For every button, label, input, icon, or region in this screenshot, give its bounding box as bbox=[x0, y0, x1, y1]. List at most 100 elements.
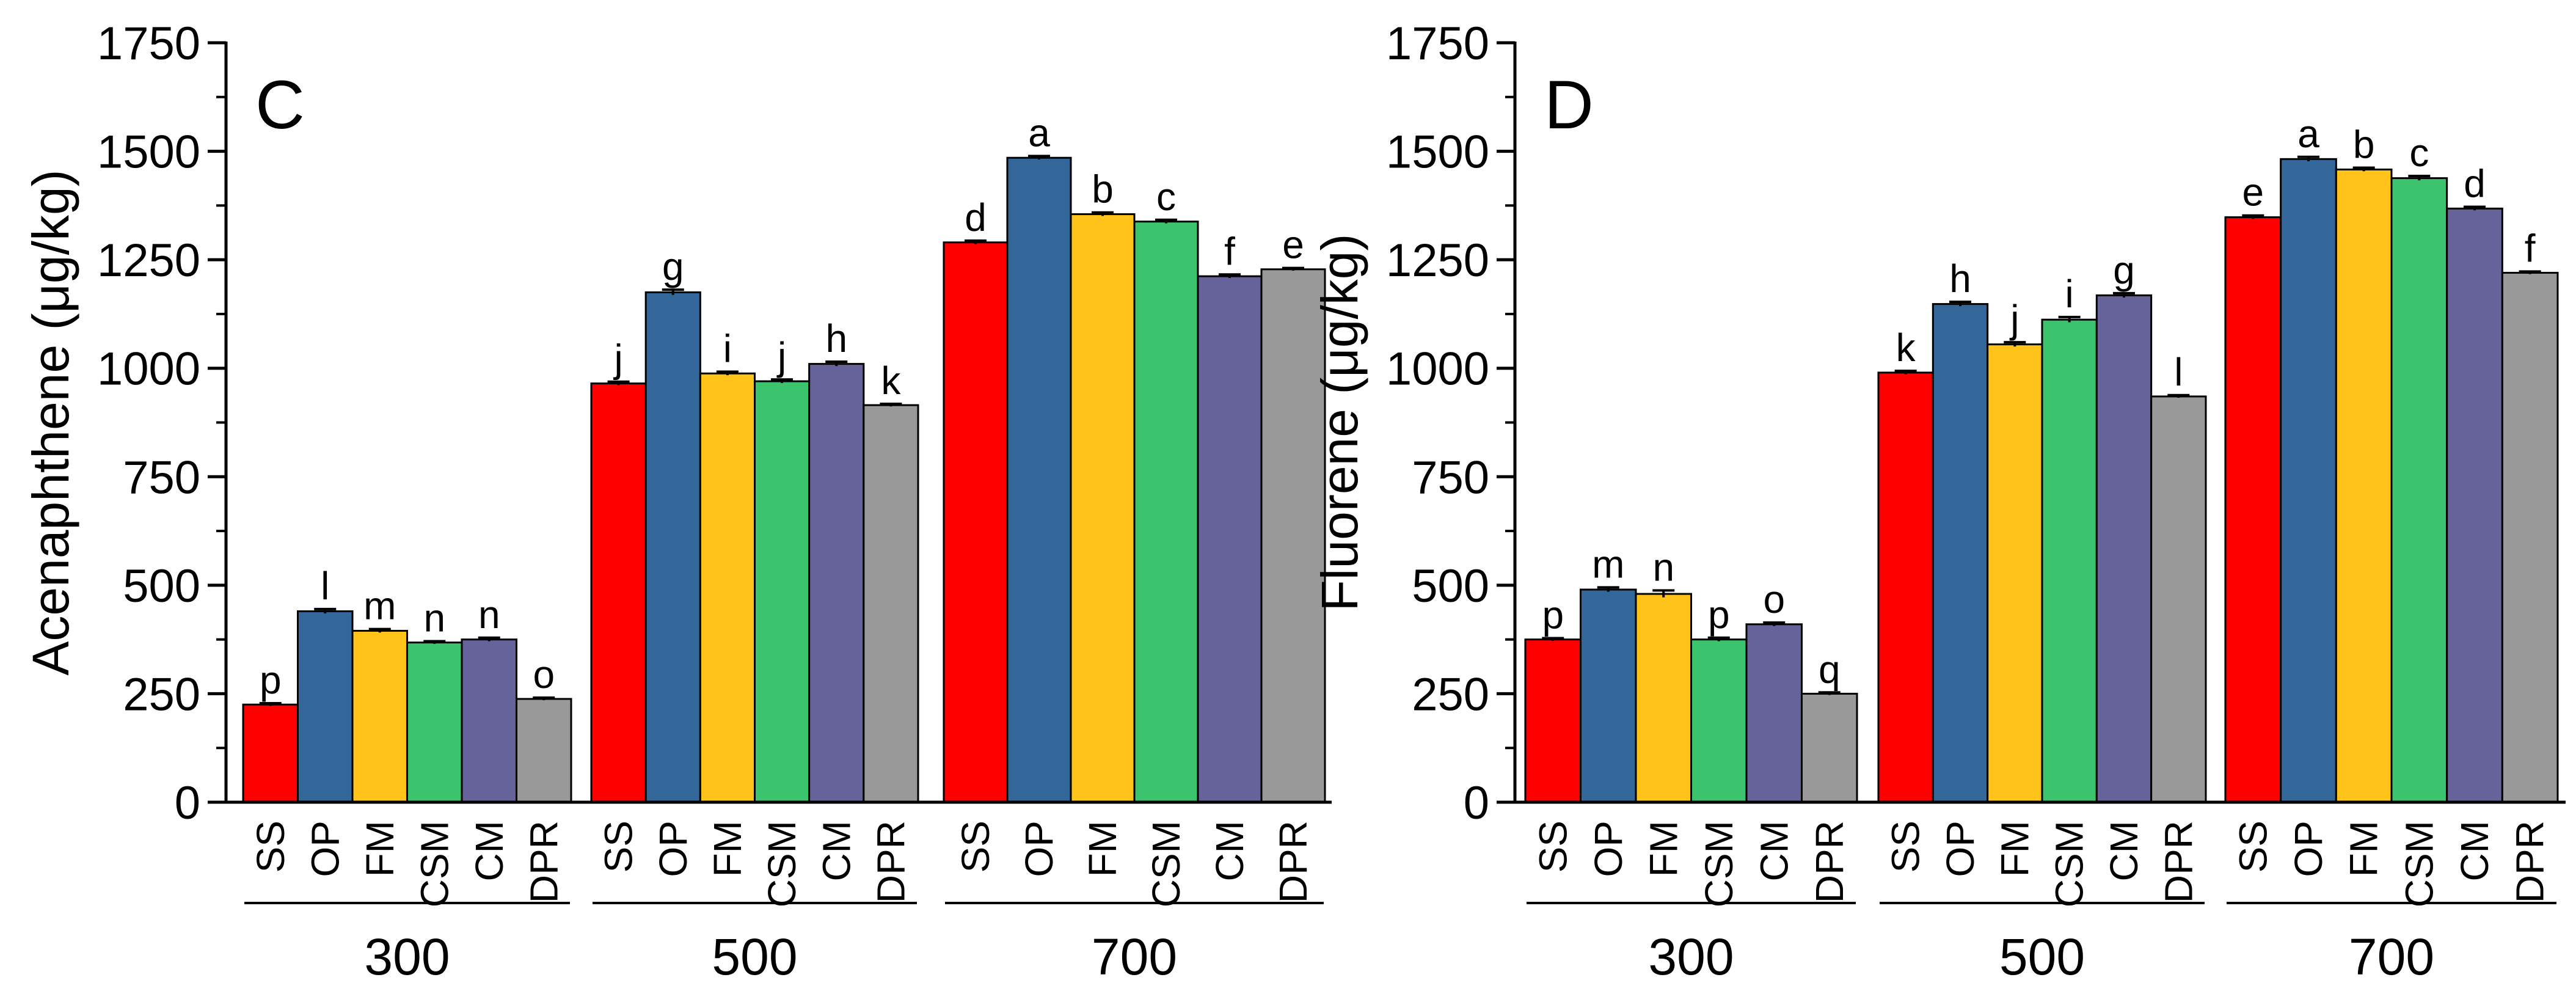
category-label: CM bbox=[2453, 821, 2497, 882]
category-label: OP bbox=[303, 821, 347, 877]
category-label: CSM bbox=[412, 821, 456, 907]
y-axis-title: Acenaphthene (μg/kg) bbox=[22, 169, 79, 675]
bar bbox=[351, 629, 408, 803]
category-label: OP bbox=[1938, 821, 1982, 877]
y-tick-label: 1500 bbox=[1386, 126, 1489, 178]
bar bbox=[461, 638, 517, 803]
category-label: DPR bbox=[2508, 821, 2552, 903]
y-tick-label: 1750 bbox=[97, 18, 200, 70]
significance-letter: c bbox=[2409, 131, 2429, 175]
bar bbox=[590, 382, 647, 803]
bar bbox=[1745, 623, 1803, 803]
significance-letter: m bbox=[363, 584, 396, 628]
group-label: 700 bbox=[2349, 928, 2434, 986]
y-tick-label: 1750 bbox=[1386, 18, 1489, 70]
y-tick-label: 250 bbox=[1412, 668, 1489, 720]
category-label: OP bbox=[2286, 821, 2330, 877]
category-label: FM bbox=[1641, 821, 1685, 877]
panel-label: C bbox=[255, 67, 305, 143]
group-label: 700 bbox=[1092, 928, 1177, 986]
significance-letter: a bbox=[1028, 111, 1050, 155]
bar bbox=[2150, 395, 2207, 803]
y-tick-label: 750 bbox=[123, 452, 200, 503]
category-label: SS bbox=[597, 821, 641, 872]
category-label: FM bbox=[1081, 821, 1125, 877]
category-label: DPR bbox=[1271, 821, 1315, 903]
bar bbox=[754, 380, 811, 803]
group-label: 500 bbox=[1999, 928, 2085, 986]
significance-letter: n bbox=[423, 596, 445, 640]
significance-letter: l bbox=[2174, 350, 2183, 394]
category-label: CM bbox=[467, 821, 511, 882]
bar bbox=[1877, 371, 1934, 803]
y-tick-label: 0 bbox=[1464, 777, 1489, 829]
bar bbox=[1932, 303, 1989, 803]
significance-letter: h bbox=[1949, 257, 1971, 301]
significance-letter: g bbox=[662, 244, 684, 288]
category-label: OP bbox=[1017, 821, 1061, 877]
bar bbox=[2335, 168, 2393, 803]
bar bbox=[2390, 177, 2448, 803]
bar bbox=[699, 372, 756, 803]
significance-letter: f bbox=[1224, 229, 1235, 273]
category-label: OP bbox=[651, 821, 695, 877]
significance-letter: k bbox=[1896, 326, 1916, 370]
category-label: CM bbox=[1752, 821, 1796, 882]
category-label: OP bbox=[1586, 821, 1630, 877]
group-label: 300 bbox=[1648, 928, 1734, 986]
y-tick-label: 500 bbox=[1412, 560, 1489, 612]
bar bbox=[1801, 692, 1858, 803]
category-label: CM bbox=[1208, 821, 1252, 882]
panel-label: D bbox=[1544, 67, 1594, 143]
bar bbox=[808, 363, 865, 803]
category-label: FM bbox=[358, 821, 402, 877]
bar bbox=[2280, 158, 2337, 803]
bar bbox=[1260, 268, 1326, 803]
significance-letter: j bbox=[776, 334, 786, 378]
bar bbox=[297, 610, 354, 803]
significance-letter: e bbox=[1282, 223, 1304, 267]
panel-d-fluorene: D Fluorene (μg/kg) p SS m OP n FM p CSM o CM q DPR 300… bbox=[1311, 18, 2566, 986]
category-label: CM bbox=[2102, 821, 2146, 882]
significance-letter: o bbox=[1763, 577, 1785, 621]
y-tick-label: 1250 bbox=[97, 235, 200, 287]
significance-letter: p bbox=[1708, 593, 1730, 637]
y-tick-label: 1000 bbox=[97, 343, 200, 395]
bar bbox=[2501, 271, 2559, 803]
significance-letter: b bbox=[2353, 123, 2375, 167]
category-label: SS bbox=[249, 821, 293, 872]
y-tick-label: 1000 bbox=[1386, 343, 1489, 395]
category-label: FM bbox=[706, 821, 750, 877]
category-label: DPR bbox=[522, 821, 566, 903]
bar bbox=[516, 698, 572, 803]
category-label: CSM bbox=[1144, 821, 1188, 907]
significance-letter: k bbox=[881, 359, 901, 403]
bar bbox=[644, 291, 701, 803]
bar bbox=[2224, 216, 2282, 803]
bar bbox=[1524, 638, 1582, 803]
significance-letter: n bbox=[478, 593, 500, 637]
bar bbox=[1070, 213, 1136, 803]
y-tick-label: 1250 bbox=[1386, 235, 1489, 287]
category-label: SS bbox=[1884, 821, 1928, 872]
significance-letter: i bbox=[723, 326, 732, 370]
significance-letter: p bbox=[1542, 593, 1564, 637]
significance-letter: g bbox=[2113, 248, 2135, 292]
bar bbox=[943, 241, 1009, 803]
y-axis-title: Fluorene (μg/kg) bbox=[1311, 234, 1368, 612]
category-label: SS bbox=[2231, 821, 2275, 872]
y-tick-label: 250 bbox=[123, 668, 200, 720]
group-label: 500 bbox=[712, 928, 797, 986]
significance-letter: f bbox=[2525, 226, 2536, 270]
category-label: CM bbox=[814, 821, 858, 882]
category-label: DPR bbox=[1808, 821, 1852, 903]
bar bbox=[1690, 638, 1748, 803]
category-label: SS bbox=[954, 821, 998, 872]
category-label: CSM bbox=[1697, 821, 1741, 907]
panel-c-acenaphthene: C Acenaphthene (μg/kg) p SS l OP m FM n CSM n CM o DP… bbox=[22, 18, 1332, 986]
category-label: CSM bbox=[760, 821, 804, 907]
significance-letter: c bbox=[1156, 175, 1176, 219]
significance-letter: m bbox=[1592, 542, 1624, 586]
category-label: DPR bbox=[2156, 821, 2200, 903]
